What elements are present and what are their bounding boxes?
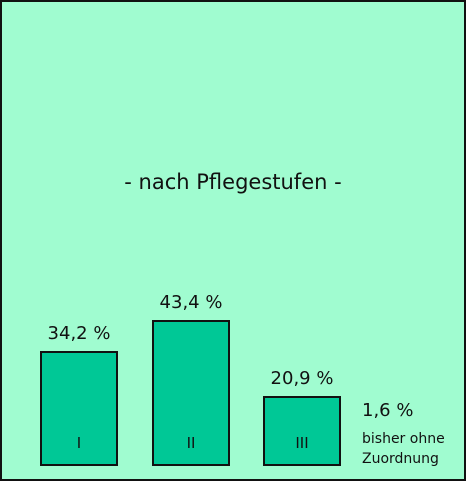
value-label: 34,2 % (47, 322, 111, 344)
chart-title: - nach Pflegestufen - (124, 170, 342, 194)
bar (152, 319, 230, 466)
category-label: bisher ohne Zuordnung (362, 431, 445, 467)
value-label: 43,4 % (159, 291, 223, 313)
category-label: I (76, 434, 82, 452)
value-label: 20,9 % (270, 367, 334, 389)
bar (263, 395, 341, 466)
category-label: II (186, 434, 196, 452)
bar (40, 350, 118, 466)
value-label: 1,6 % (362, 400, 414, 421)
category-label: III (295, 434, 309, 452)
